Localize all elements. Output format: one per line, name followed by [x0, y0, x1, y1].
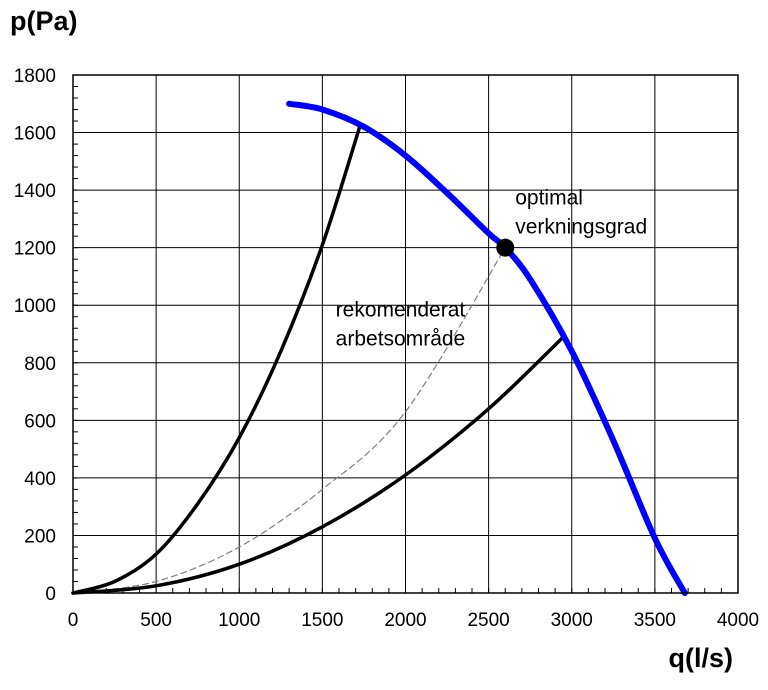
- optimal-point-marker: [496, 238, 515, 257]
- system-curve-upper-line: [71, 122, 363, 595]
- x-tick-label: 2500: [467, 610, 509, 631]
- x-tick-label: 4000: [717, 610, 759, 631]
- y-tick-labels: 0 200 400 600 800 1000 1200 1400 1600 1800: [14, 66, 56, 605]
- y-tick-label: 400: [24, 469, 56, 490]
- annotations: optimal verkningsgrad rekomenderat arbetsom…: [336, 187, 647, 351]
- x-axis-label: q(l/s): [669, 643, 734, 673]
- system-curve-lower-line: [71, 335, 566, 595]
- y-tick-label: 1000: [14, 296, 56, 317]
- x-tick-label: 1000: [218, 610, 260, 631]
- annotation-text: verkningsgrad: [515, 216, 647, 239]
- grid: [72, 74, 739, 594]
- x-tick-label: 3000: [551, 610, 593, 631]
- x-tick-label: 2000: [384, 610, 426, 631]
- x-tick-label: 3500: [634, 610, 676, 631]
- y-tick-label: 200: [24, 526, 56, 547]
- y-axis-label: p(Pa): [10, 6, 78, 36]
- y-tick-label: 1400: [14, 181, 56, 202]
- x-tick-labels: 0 500 1000 1500 2000 2500 3000 3500 4000: [68, 610, 759, 631]
- y-tick-label: 800: [24, 354, 56, 375]
- x-tick-label: 500: [140, 610, 172, 631]
- x-tick-label: 1500: [301, 610, 343, 631]
- annotation-text: optimal: [515, 187, 583, 210]
- y-tick-label: 1600: [14, 124, 56, 145]
- x-tick-label: 0: [68, 610, 79, 631]
- annotation-text: rekomenderat: [336, 299, 466, 322]
- plot-frame: [72, 74, 739, 594]
- y-tick-label: 600: [24, 411, 56, 432]
- y-tick-label: 1800: [14, 66, 56, 87]
- optimal-efficiency-curve-line: [72, 247, 506, 594]
- series-layer: [71, 100, 688, 596]
- annotation-text: arbetsområde: [336, 328, 466, 351]
- y-tick-label: 1200: [14, 239, 56, 260]
- y-tick-label: 0: [45, 584, 56, 605]
